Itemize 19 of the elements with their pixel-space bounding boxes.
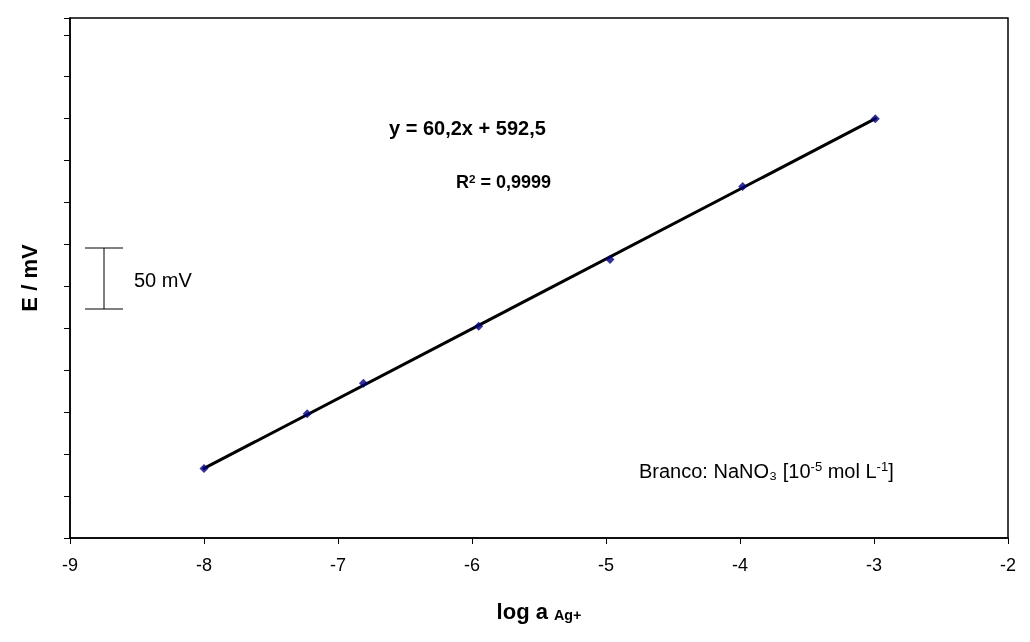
point	[474, 321, 484, 331]
x-tick-label: -5	[597, 555, 615, 575]
x-axis-title: log a Ag+	[496, 598, 582, 624]
point	[358, 378, 368, 388]
point	[605, 255, 615, 265]
annotation: 50 mV	[134, 269, 193, 291]
x-tick-label: -3	[865, 555, 883, 575]
annotation: y = 60,2x + 592,5	[389, 117, 546, 139]
point	[302, 409, 312, 419]
x-tick-label: -4	[731, 555, 749, 575]
y-axis-title: E / mV	[16, 244, 42, 312]
x-tick-label: -2	[999, 555, 1017, 575]
x-tick-label: -9	[61, 555, 79, 575]
x-tick-label: -8	[195, 555, 213, 575]
x-tick-label: -7	[329, 555, 347, 575]
point	[738, 182, 748, 192]
point	[870, 114, 880, 124]
point	[199, 463, 209, 473]
x-tick-label: -6	[463, 555, 481, 575]
